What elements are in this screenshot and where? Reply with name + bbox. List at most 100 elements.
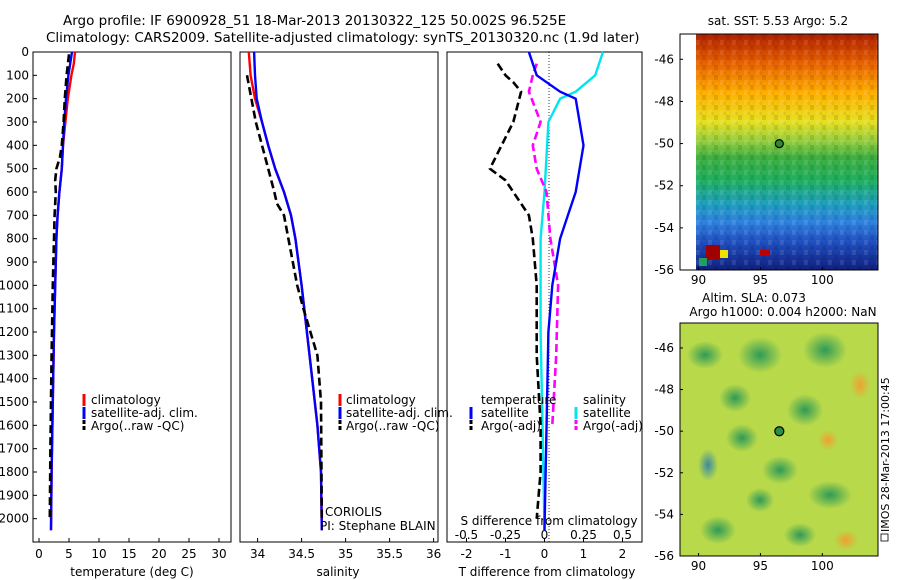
t-difference-tick-label: 1 — [580, 547, 588, 561]
salinity-climatology-line — [247, 51, 323, 531]
figure-title-line2: Climatology: CARS2009. Satellite-adjuste… — [46, 30, 639, 46]
sst-land-patch — [706, 245, 720, 259]
sst-map-lat-tick-label: -50 — [654, 137, 674, 151]
legend-title-salinity: salinity — [583, 393, 626, 407]
sst-map-lat-tick-label: -56 — [654, 263, 674, 277]
temperature-tick-label: 20 — [151, 547, 166, 561]
legend-title-temperature: temperature — [481, 393, 556, 407]
float-position-marker — [774, 426, 785, 437]
sla-blob — [818, 430, 838, 450]
temperature-axis-label: temperature (deg C) — [70, 565, 193, 579]
depth-tick-label: 1000 — [0, 278, 29, 292]
legend-label-climatology: climatology — [346, 393, 416, 407]
s-satellite-difference-line — [539, 51, 605, 531]
temperature-tick-label: 30 — [211, 547, 226, 561]
salinity-x-axis: 34 34.5 35 35.5 36 — [250, 538, 441, 561]
legend-label-s-argo: Argo(-adj) — [583, 419, 643, 433]
sla-blob — [738, 337, 782, 373]
temperature-legend: climatology satellite-adj. clim. Argo(..… — [82, 393, 198, 433]
depth-tick-label: 2000 — [0, 512, 29, 526]
sst-map-lat-tick-label: -46 — [654, 52, 674, 66]
sla-map-title: Altim. SLA: 0.073 — [702, 291, 806, 305]
salinity-series — [245, 51, 324, 531]
salinity-tick-label: 35 — [338, 547, 353, 561]
difference-x-axis: -2 -1 0 1 2 -0.5 -0.25 0 0.25 0.5 — [455, 528, 632, 561]
sst-map-title: sat. SST: 5.53 Argo: 5.2 — [708, 14, 848, 28]
salinity-panel-frame — [239, 51, 439, 543]
legend-label-s-satellite: satellite — [583, 406, 631, 420]
s-argo-difference-line — [527, 63, 560, 426]
temperature-tick-label: 10 — [91, 547, 106, 561]
legend-label-argo: Argo(..raw -QC) — [346, 419, 439, 433]
sla-blob — [803, 332, 847, 368]
sst-map-lat-tick-label: -54 — [654, 221, 674, 235]
salinity-tick-label: 36 — [426, 547, 441, 561]
depth-tick-label: 1100 — [0, 302, 29, 316]
sla-blob — [787, 394, 823, 426]
t-difference-tick-label: -1 — [500, 547, 512, 561]
temperature-argo-line — [48, 54, 71, 519]
difference-series — [488, 51, 605, 531]
sla-map-lat-tick-label: -50 — [654, 424, 674, 438]
sla-map-subtitle: Argo h1000: 0.004 h2000: NaN — [689, 305, 876, 319]
depth-tick-label: 1300 — [0, 348, 29, 362]
t-difference-tick-label: 0 — [541, 547, 549, 561]
temperature-satellite-line — [49, 51, 74, 531]
sla-blob — [850, 371, 870, 399]
data-centre-label: CORIOLIS — [325, 505, 382, 519]
difference-legend: temperature salinity satellite Argo(-adj… — [469, 393, 643, 433]
depth-tick-label: 300 — [6, 115, 29, 129]
sla-heatmap — [679, 322, 879, 557]
s-difference-tick-label: 0.25 — [570, 528, 597, 542]
sla-blob — [784, 523, 816, 547]
sla-map-lat-tick-label: -48 — [654, 383, 674, 397]
salinity-tick-label: 35.5 — [376, 547, 403, 561]
depth-tick-label: 600 — [6, 185, 29, 199]
depth-tick-label: 800 — [6, 232, 29, 246]
temperature-x-axis: 0 5 10 15 20 25 30 — [35, 538, 227, 561]
legend-label-t-satellite: satellite — [481, 406, 529, 420]
t-difference-tick-label: -2 — [461, 547, 473, 561]
temperature-tick-label: 15 — [121, 547, 136, 561]
sla-blob — [762, 456, 798, 484]
float-position-marker — [774, 139, 784, 149]
sla-blob — [726, 424, 758, 452]
legend-label-climatology: climatology — [91, 393, 161, 407]
sla-blob — [834, 530, 858, 550]
depth-tick-label: 900 — [6, 255, 29, 269]
sla-blob — [719, 384, 751, 412]
sla-blob — [700, 516, 736, 544]
sla-map-axes: 90 95 100 -46 -48 -50 -52 -54 -56 — [654, 341, 833, 573]
depth-tick-label: 500 — [6, 162, 29, 176]
salinity-axis-label: salinity — [316, 565, 359, 579]
sla-blob — [698, 449, 718, 481]
sst-map-lon-tick-label: 90 — [691, 273, 706, 287]
sst-heatmap — [679, 33, 879, 271]
sla-map-frame — [679, 322, 879, 557]
side-label-box — [880, 533, 889, 542]
sst-land-patch — [720, 250, 728, 258]
salinity-satellite-line — [252, 51, 323, 531]
sst-map-lat-tick-label: -52 — [654, 179, 674, 193]
depth-tick-label: 1400 — [0, 372, 29, 386]
sla-map-lon-tick-label: 100 — [811, 559, 834, 573]
sla-map-lon-tick-label: 95 — [753, 559, 768, 573]
legend-label-satellite: satellite-adj. clim. — [91, 406, 198, 420]
depth-tick-label: 400 — [6, 138, 29, 152]
sst-land-patch — [760, 250, 770, 256]
temperature-tick-label: 0 — [35, 547, 43, 561]
depth-tick-label: 1900 — [0, 488, 29, 502]
sst-map-lon-tick-label: 95 — [753, 273, 768, 287]
salinity-tick-label: 34.5 — [288, 547, 315, 561]
figure-title-line1: Argo profile: IF 6900928_51 18-Mar-2013 … — [63, 13, 566, 29]
temperature-panel-frame — [32, 51, 232, 543]
sst-map-lon-tick-label: 100 — [811, 273, 834, 287]
legend-label-satellite: satellite-adj. clim. — [346, 406, 453, 420]
depth-tick-label: 100 — [6, 68, 29, 82]
sst-map-frame — [679, 33, 879, 271]
depth-tick-label: 1700 — [0, 442, 29, 456]
depth-axis: 0 100 200 300 400 500 600 700 800 900 1000 1100 1200… — [0, 45, 37, 526]
s-difference-tick-label: -0.5 — [455, 528, 478, 542]
s-difference-tick-label: -0.25 — [490, 528, 521, 542]
